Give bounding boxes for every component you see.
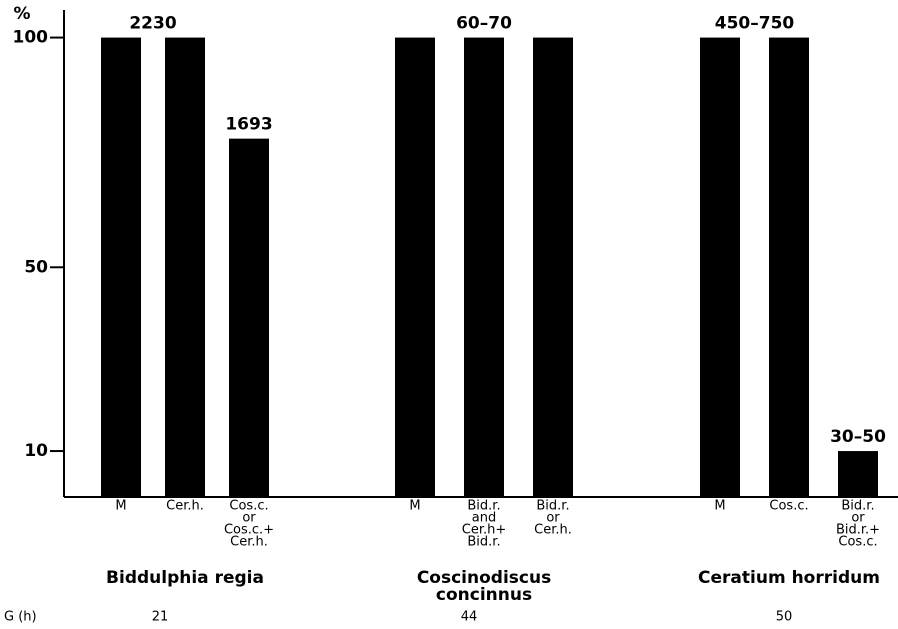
x-tick-label-line: or bbox=[851, 511, 865, 526]
x-tick-label-line: Cer.h. bbox=[534, 523, 572, 538]
bar bbox=[769, 37, 809, 497]
bar bbox=[464, 37, 504, 497]
x-tick-label-line: Cos.c.+ bbox=[224, 523, 274, 538]
x-tick-label-line: Cos.c. bbox=[769, 499, 808, 514]
y-axis-label: % bbox=[13, 4, 30, 24]
group-name-line: Biddulphia regia bbox=[106, 568, 264, 588]
x-tick-label: M bbox=[409, 499, 420, 514]
bar bbox=[533, 37, 573, 497]
x-tick-label-line: M bbox=[115, 499, 126, 514]
y-tick-label: 100 bbox=[13, 28, 49, 48]
x-tick-label-line: Bid.r. bbox=[467, 499, 500, 514]
row-value: 50 bbox=[776, 610, 793, 625]
group-name-line: Coscinodiscus bbox=[417, 568, 551, 588]
x-tick-label-line: Bid.r. bbox=[841, 499, 874, 514]
x-tick-label-line: M bbox=[409, 499, 420, 514]
x-tick-label: M bbox=[115, 499, 126, 514]
group-name: Biddulphia regia bbox=[106, 568, 264, 588]
x-tick-label-line: or bbox=[546, 511, 560, 526]
x-tick-label: M bbox=[714, 499, 725, 514]
x-tick-label-line: or bbox=[242, 511, 256, 526]
row-label: G (h) bbox=[4, 610, 37, 625]
y-tick-label: 10 bbox=[24, 441, 48, 461]
bar bbox=[395, 37, 435, 497]
x-tick-label-line: Cer.h+ bbox=[462, 523, 507, 538]
x-tick-label-line: Cos.c. bbox=[229, 499, 268, 514]
group-name-line: Ceratium horridum bbox=[698, 568, 880, 588]
bar bbox=[101, 37, 141, 497]
y-tick-label: 50 bbox=[24, 257, 48, 277]
x-tick-label-line: Bid.r.+ bbox=[836, 523, 880, 538]
x-tick-label-line: M bbox=[714, 499, 725, 514]
bar bbox=[838, 451, 878, 497]
x-tick-label-line: and bbox=[472, 511, 496, 526]
group-name: Ceratium horridum bbox=[698, 568, 880, 588]
bar bbox=[229, 138, 269, 497]
x-tick-label: Cer.h. bbox=[166, 499, 204, 514]
x-tick-label-line: Cos.c. bbox=[838, 535, 877, 550]
group-name-line: concinnus bbox=[436, 585, 532, 605]
annotation: 1693 bbox=[225, 115, 272, 135]
x-tick-label-line: Cer.h. bbox=[166, 499, 204, 514]
row-value: 44 bbox=[461, 610, 478, 625]
x-tick-label-line: Bid.r. bbox=[536, 499, 569, 514]
x-tick-label-line: Bid.r. bbox=[467, 535, 500, 550]
x-tick-label: Cos.c. bbox=[769, 499, 808, 514]
bar bbox=[700, 37, 740, 497]
bar bbox=[165, 37, 205, 497]
annotation: 2230 bbox=[129, 14, 176, 34]
annotation: 30–50 bbox=[830, 427, 886, 447]
annotation: 60–70 bbox=[456, 14, 512, 34]
annotation: 450–750 bbox=[715, 14, 795, 34]
x-tick-label-line: Cer.h. bbox=[230, 535, 268, 550]
row-value: 21 bbox=[152, 610, 169, 625]
